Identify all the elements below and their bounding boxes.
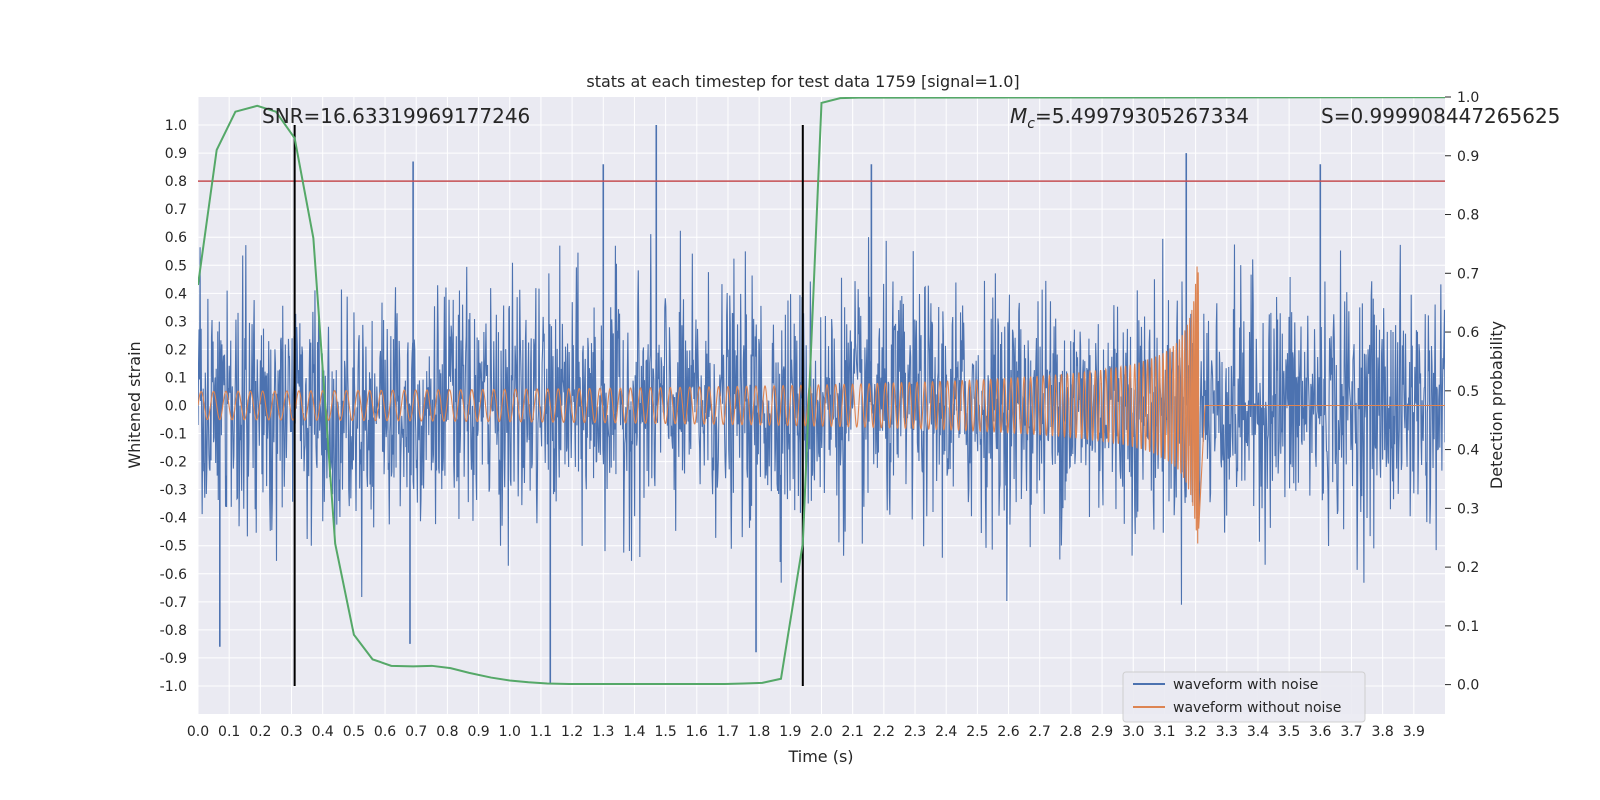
y-ticks: 1.0 0.9 0.8 0.7 0.6 0.5 0.4 0.3 0.2 0.1 0.0 -0.1 -0.…: [160, 118, 187, 695]
y-tick-label: -0.2: [160, 455, 187, 471]
series-detection-probability: [198, 97, 1445, 686]
y-tick-label: 0.5: [165, 258, 187, 274]
x-tick-label: 0.2: [249, 724, 271, 740]
series-waveform-without-noise: [198, 266, 1445, 544]
y-tick-label: -0.3: [160, 483, 187, 499]
legend-label-clean: waveform without noise: [1173, 700, 1341, 716]
y2-ticks: 1.0 0.9 0.8 0.7 0.6 0.5 0.4 0.3 0.2 0.1 0.0: [1445, 90, 1479, 694]
x-tick-label: 2.9: [1091, 724, 1113, 740]
x-tick-label: 0.1: [218, 724, 240, 740]
x-tick-label: 3.5: [1278, 724, 1300, 740]
x-tick-label: 1.7: [717, 724, 739, 740]
x-tick-label: 2.2: [873, 724, 895, 740]
x-tick-label: 0.7: [405, 724, 427, 740]
x-tick-label: 2.1: [842, 724, 864, 740]
mc-annotation: Mc=5.49979305267334: [1010, 104, 1249, 132]
vertical-markers: [293, 125, 804, 686]
x-tick-label: 2.6: [997, 724, 1019, 740]
y-tick-label: -0.6: [160, 567, 187, 583]
x-tick-label: 3.0: [1122, 724, 1144, 740]
chart-title: stats at each timestep for test data 175…: [586, 72, 1019, 91]
legend-label-noise: waveform with noise: [1173, 677, 1318, 693]
x-tick-label: 2.3: [904, 724, 926, 740]
x-tick-label: 2.4: [935, 724, 957, 740]
x-tick-label: 2.7: [1029, 724, 1051, 740]
mc-value: =5.49979305267334: [1035, 104, 1249, 128]
x-tick-label: 3.8: [1372, 724, 1394, 740]
snr-annotation: SNR=16.63319969177246: [262, 104, 530, 128]
y-tick-label: 0.9: [165, 146, 187, 162]
y-tick-label: 1.0: [165, 118, 187, 134]
series-waveform-with-noise: [198, 230, 1445, 605]
y2-tick-label: 0.9: [1457, 149, 1479, 165]
y2-tick-label: 0.7: [1457, 266, 1479, 282]
x-tick-label: 1.3: [592, 724, 614, 740]
mc-symbol: M: [1010, 104, 1027, 128]
y2-tick-label: 0.0: [1457, 678, 1479, 694]
mc-subscript: c: [1027, 116, 1035, 132]
x-tick-label: 1.0: [499, 724, 521, 740]
legend-box: [1122, 671, 1366, 723]
x-axis-label: Time (s): [787, 747, 853, 766]
x-tick-label: 0.3: [280, 724, 302, 740]
y-tick-label: -1.0: [160, 679, 187, 695]
y-tick-label: 0.8: [165, 174, 187, 190]
x-tick-label: 3.3: [1216, 724, 1238, 740]
x-tick-label: 2.0: [810, 724, 832, 740]
y-tick-label: -0.4: [160, 511, 187, 527]
y2-tick-label: 0.5: [1457, 384, 1479, 400]
y-tick-label: 0.3: [165, 314, 187, 330]
x-tick-label: 1.4: [623, 724, 645, 740]
y-tick-label: -0.1: [160, 427, 187, 443]
y-tick-label: -0.7: [160, 595, 187, 611]
y2-tick-label: 0.1: [1457, 619, 1479, 635]
x-tick-label: 0.9: [467, 724, 489, 740]
x-tick-label: 1.1: [530, 724, 552, 740]
y2-tick-label: 0.3: [1457, 501, 1479, 517]
x-tick-label: 1.6: [686, 724, 708, 740]
y2-axis-label: Detection probability: [1487, 321, 1506, 489]
y-tick-label: 0.1: [165, 370, 187, 386]
x-tick-label: 0.0: [187, 724, 209, 740]
y2-tick-label: 0.4: [1457, 443, 1479, 459]
x-tick-label: 1.2: [561, 724, 583, 740]
x-tick-label: 3.9: [1403, 724, 1425, 740]
x-tick-label: 1.5: [654, 724, 676, 740]
s-annotation: S=0.999908447265625: [1321, 104, 1560, 128]
y-tick-label: 0.7: [165, 202, 187, 218]
y2-tick-label: 1.0: [1457, 90, 1479, 106]
x-tick-label: 0.5: [343, 724, 365, 740]
x-tick-label: 3.4: [1247, 724, 1269, 740]
x-tick-label: 3.7: [1340, 724, 1362, 740]
y2-tick-label: 0.6: [1457, 325, 1479, 341]
y-tick-label: 0.2: [165, 342, 187, 358]
x-tick-label: 3.1: [1153, 724, 1175, 740]
y2-tick-label: 0.8: [1457, 208, 1479, 224]
x-tick-label: 1.8: [748, 724, 770, 740]
x-ticks: 0.0 0.1 0.2 0.3 0.4 0.5 0.6 0.7 0.8 0.9 1.0 1.1 1.2 1…: [187, 724, 1425, 740]
y-axis-label: Whitened strain: [125, 341, 144, 468]
y-tick-label: -0.9: [160, 651, 187, 667]
y-tick-label: -0.5: [160, 539, 187, 555]
x-tick-label: 0.4: [312, 724, 334, 740]
x-tick-label: 3.2: [1184, 724, 1206, 740]
x-tick-label: 2.5: [966, 724, 988, 740]
x-tick-label: 3.6: [1309, 724, 1331, 740]
x-tick-label: 0.6: [374, 724, 396, 740]
y-tick-label: 0.0: [165, 399, 187, 415]
x-tick-label: 1.9: [779, 724, 801, 740]
y2-tick-label: 0.2: [1457, 560, 1479, 576]
legend: waveform with noise waveform without noi…: [1122, 671, 1366, 723]
y-tick-label: -0.8: [160, 623, 187, 639]
y-tick-label: 0.6: [165, 230, 187, 246]
x-tick-label: 2.8: [1060, 724, 1082, 740]
x-tick-label: 0.8: [436, 724, 458, 740]
y-tick-label: 0.4: [165, 286, 187, 302]
